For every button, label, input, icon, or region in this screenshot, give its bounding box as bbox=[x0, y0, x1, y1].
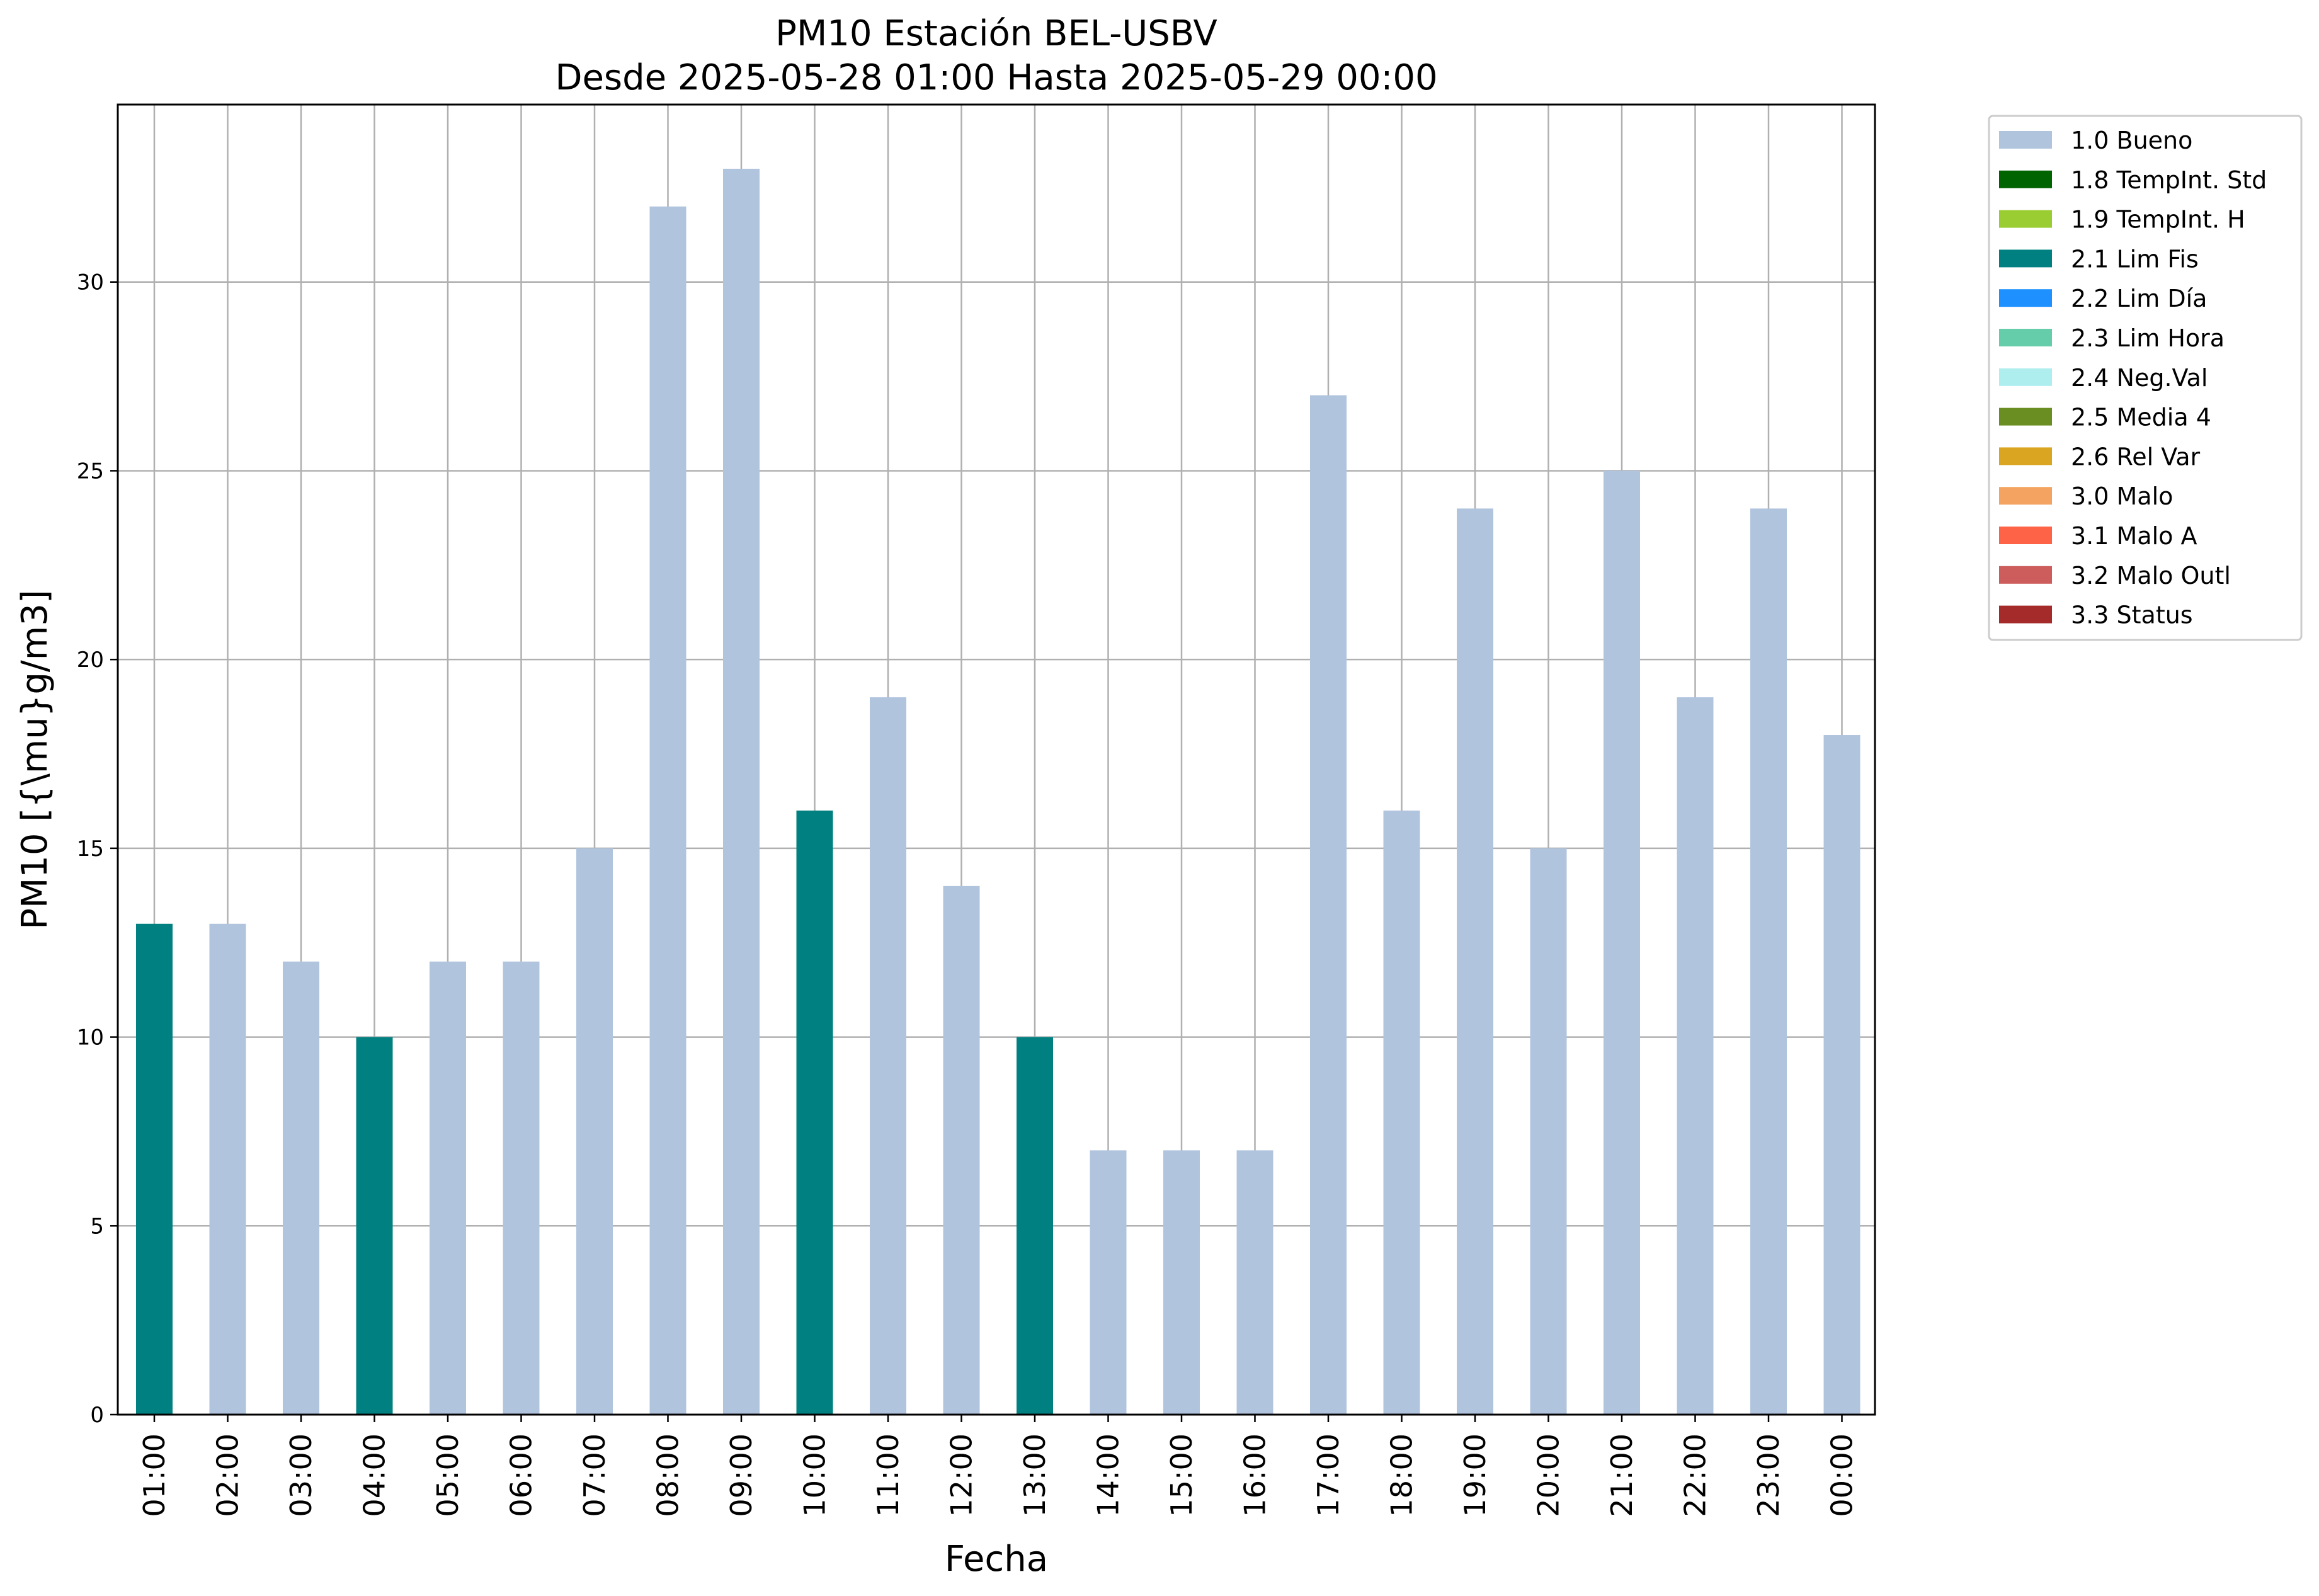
legend-swatch bbox=[1999, 289, 2052, 307]
x-tick-label: 12:00 bbox=[945, 1434, 979, 1517]
legend-label: 2.3 Lim Hora bbox=[2071, 324, 2225, 352]
legend-swatch bbox=[1999, 527, 2052, 544]
y-tick-label: 15 bbox=[77, 836, 104, 862]
x-axis-ticks: 01:00 02:00 03:00 04:00 05:00 06:00 07:00 08:00… bbox=[137, 1415, 1859, 1517]
legend-label: 2.6 Rel Var bbox=[2071, 443, 2201, 470]
bar bbox=[1017, 1037, 1053, 1415]
legend: 1.0 Bueno 1.8 TempInt. Std 1.9 TempInt. H 2… bbox=[1988, 115, 2303, 641]
bar bbox=[503, 961, 540, 1415]
bar bbox=[796, 810, 833, 1415]
bar bbox=[1163, 1150, 1200, 1415]
x-tick-label: 06:00 bbox=[504, 1434, 538, 1517]
legend-label: 2.1 Lim Fis bbox=[2071, 245, 2199, 273]
x-tick-label: 01:00 bbox=[137, 1434, 171, 1517]
x-tick-label: 09:00 bbox=[724, 1434, 758, 1517]
x-tick-label: 14:00 bbox=[1091, 1434, 1125, 1517]
legend-swatch bbox=[1999, 170, 2052, 188]
x-tick-label: 04:00 bbox=[358, 1434, 392, 1517]
bar bbox=[136, 923, 173, 1415]
bar bbox=[943, 886, 980, 1415]
bar bbox=[723, 168, 760, 1415]
x-tick-label: 10:00 bbox=[798, 1434, 832, 1517]
legend-label: 1.8 TempInt. Std bbox=[2071, 166, 2267, 194]
bars bbox=[136, 168, 1860, 1415]
legend-frame bbox=[1988, 115, 2303, 641]
chart-title: PM10 Estación BEL-USBV bbox=[775, 13, 1217, 54]
x-tick-label: 08:00 bbox=[651, 1434, 685, 1517]
legend-swatch bbox=[1999, 368, 2052, 386]
bar bbox=[356, 1037, 393, 1415]
legend-label: 3.0 Malo bbox=[2071, 482, 2173, 510]
bar bbox=[1677, 697, 1714, 1415]
legend-label: 2.2 Lim Día bbox=[2071, 285, 2207, 312]
y-tick-label: 5 bbox=[90, 1214, 104, 1239]
x-tick-label: 00:00 bbox=[1825, 1434, 1859, 1517]
x-tick-label: 21:00 bbox=[1605, 1434, 1639, 1517]
bar bbox=[870, 697, 906, 1415]
x-tick-label: 03:00 bbox=[284, 1434, 318, 1517]
y-tick-label: 10 bbox=[77, 1025, 104, 1051]
x-tick-label: 05:00 bbox=[431, 1434, 465, 1517]
y-axis-ticks: 0 5 10 15 20 25 30 bbox=[77, 270, 118, 1428]
legend-swatch bbox=[1999, 605, 2052, 624]
y-tick-label: 25 bbox=[77, 459, 104, 484]
legend-swatch bbox=[1999, 131, 2052, 149]
bar bbox=[576, 848, 613, 1415]
legend-label: 1.0 Bueno bbox=[2071, 127, 2192, 154]
bar bbox=[1090, 1150, 1127, 1415]
y-tick-label: 20 bbox=[77, 647, 104, 673]
legend-label: 2.5 Media 4 bbox=[2071, 404, 2211, 431]
x-tick-label: 20:00 bbox=[1532, 1434, 1566, 1517]
bar bbox=[649, 206, 687, 1415]
x-tick-label: 02:00 bbox=[211, 1434, 245, 1517]
plot-frame bbox=[117, 103, 1876, 1416]
bar bbox=[1750, 508, 1787, 1415]
bar bbox=[209, 923, 246, 1415]
legend-swatch bbox=[1999, 210, 2052, 228]
bar bbox=[1604, 470, 1640, 1415]
bar bbox=[1310, 395, 1347, 1415]
legend-swatch bbox=[1999, 408, 2052, 426]
y-axis-label: PM10 [{\mu}g/m3] bbox=[14, 590, 55, 930]
x-tick-label: 13:00 bbox=[1018, 1434, 1052, 1517]
legend-swatch bbox=[1999, 329, 2052, 346]
bar bbox=[430, 961, 466, 1415]
x-tick-label: 16:00 bbox=[1238, 1434, 1272, 1517]
bar bbox=[1236, 1150, 1273, 1415]
x-tick-label: 18:00 bbox=[1385, 1434, 1419, 1517]
bar bbox=[1457, 508, 1493, 1415]
chart-subtitle: Desde 2025-05-28 01:00 Hasta 2025-05-29 … bbox=[555, 57, 1437, 98]
legend-label: 3.1 Malo A bbox=[2071, 522, 2197, 550]
x-tick-label: 17:00 bbox=[1311, 1434, 1345, 1517]
legend-label: 2.4 Neg.Val bbox=[2071, 364, 2208, 392]
legend-label: 3.2 Malo Outl bbox=[2071, 562, 2231, 590]
bar bbox=[1530, 848, 1567, 1415]
legend-swatch bbox=[1999, 487, 2052, 505]
legend-swatch bbox=[1999, 447, 2052, 465]
x-tick-label: 23:00 bbox=[1752, 1434, 1786, 1517]
bar bbox=[1823, 735, 1860, 1415]
legend-swatch bbox=[1999, 566, 2052, 584]
y-tick-label: 0 bbox=[90, 1403, 104, 1428]
bar bbox=[1383, 810, 1420, 1415]
bar bbox=[283, 961, 319, 1415]
x-tick-label: 11:00 bbox=[871, 1434, 905, 1517]
x-tick-label: 07:00 bbox=[578, 1434, 612, 1517]
y-tick-label: 30 bbox=[77, 270, 104, 295]
x-axis-label: Fecha bbox=[945, 1539, 1048, 1580]
x-tick-label: 22:00 bbox=[1678, 1434, 1712, 1517]
x-tick-label: 19:00 bbox=[1458, 1434, 1492, 1517]
x-tick-label: 15:00 bbox=[1165, 1434, 1199, 1517]
legend-label: 3.3 Status bbox=[2071, 601, 2193, 629]
legend-swatch bbox=[1999, 249, 2052, 268]
legend-label: 1.9 TempInt. H bbox=[2071, 206, 2245, 234]
